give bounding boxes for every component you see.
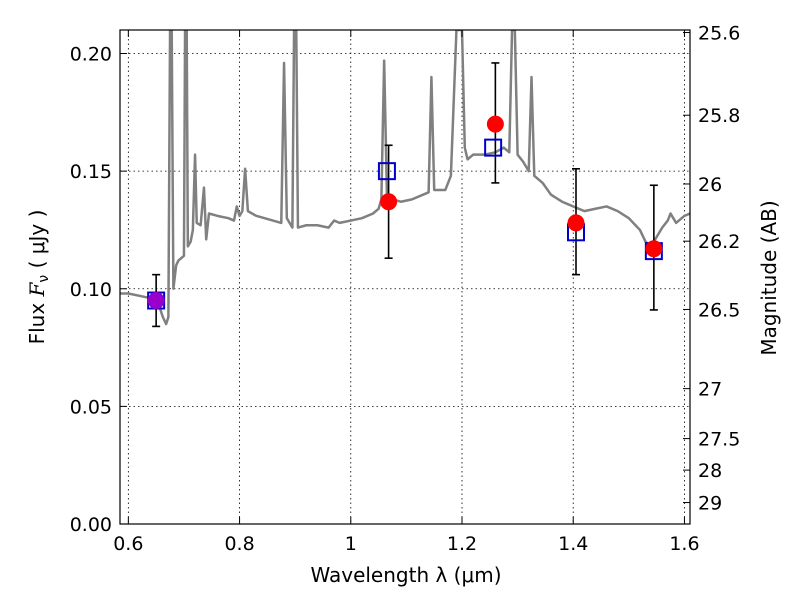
y-tick-label: 0.20 (70, 44, 112, 66)
y-axis-label-symbol: F (25, 281, 49, 297)
x-tick-label: 1.4 (558, 533, 588, 555)
y-tick-label: 0.00 (70, 514, 112, 536)
y2-tick-label: 25.6 (698, 23, 740, 45)
x-tick-label: 0.8 (224, 533, 254, 555)
y-tick-label: 0.10 (70, 279, 112, 301)
y-axis-label-unit: ( μJy ) (25, 210, 49, 269)
grid (120, 30, 690, 525)
observed-point (567, 214, 585, 232)
observed-point (147, 292, 165, 310)
observed-point (645, 240, 663, 258)
y2-tick-label: 27.5 (698, 429, 740, 451)
y2-axis-label: Magnitude (AB) (757, 200, 781, 355)
x-tick-label: 1.2 (447, 533, 477, 555)
error-bars (152, 62, 658, 328)
y2-tick-label: 26.2 (698, 231, 740, 253)
axis-ticks (120, 30, 690, 525)
y2-tick-label: 27 (698, 379, 722, 401)
y-tick-label: 0.15 (70, 161, 112, 183)
y2-tick-label: 25.8 (698, 105, 740, 127)
observed-point (486, 115, 504, 133)
y2-tick-label: 26 (698, 174, 722, 196)
plot-frame (119, 29, 691, 525)
x-tick-labels: 0.6 0.8 1 1.2 1.4 1.6 (113, 533, 699, 555)
y-axis-label-prefix: Flux (25, 303, 49, 345)
y2-tick-label: 26.5 (698, 299, 740, 321)
x-tick-label: 1 (345, 533, 357, 555)
model-sed (120, 30, 690, 326)
x-axis-label: Wavelength λ (μm) (310, 563, 501, 587)
y2-tick-label: 29 (698, 493, 722, 515)
observed-point (380, 193, 398, 211)
observed-photometry-points (147, 115, 663, 310)
model-square (484, 138, 503, 157)
x-tick-label: 1.6 (669, 533, 699, 555)
y-tick-labels: 0.00 0.05 0.10 0.15 0.20 (70, 44, 112, 536)
sed-line (120, 30, 690, 326)
y2-tick-labels: 25.6 25.8 26 26.2 26.5 27 27.5 28 29 (698, 23, 740, 515)
y2-tick-label: 28 (698, 460, 722, 482)
y-axis-label-subscript: ν (36, 275, 52, 283)
model-square (377, 162, 396, 181)
y-tick-label: 0.05 (70, 396, 112, 418)
model-photometry-squares (147, 138, 663, 310)
y-axis-label: Flux Fν ( μJy ) (25, 210, 52, 345)
x-tick-label: 0.6 (113, 533, 143, 555)
